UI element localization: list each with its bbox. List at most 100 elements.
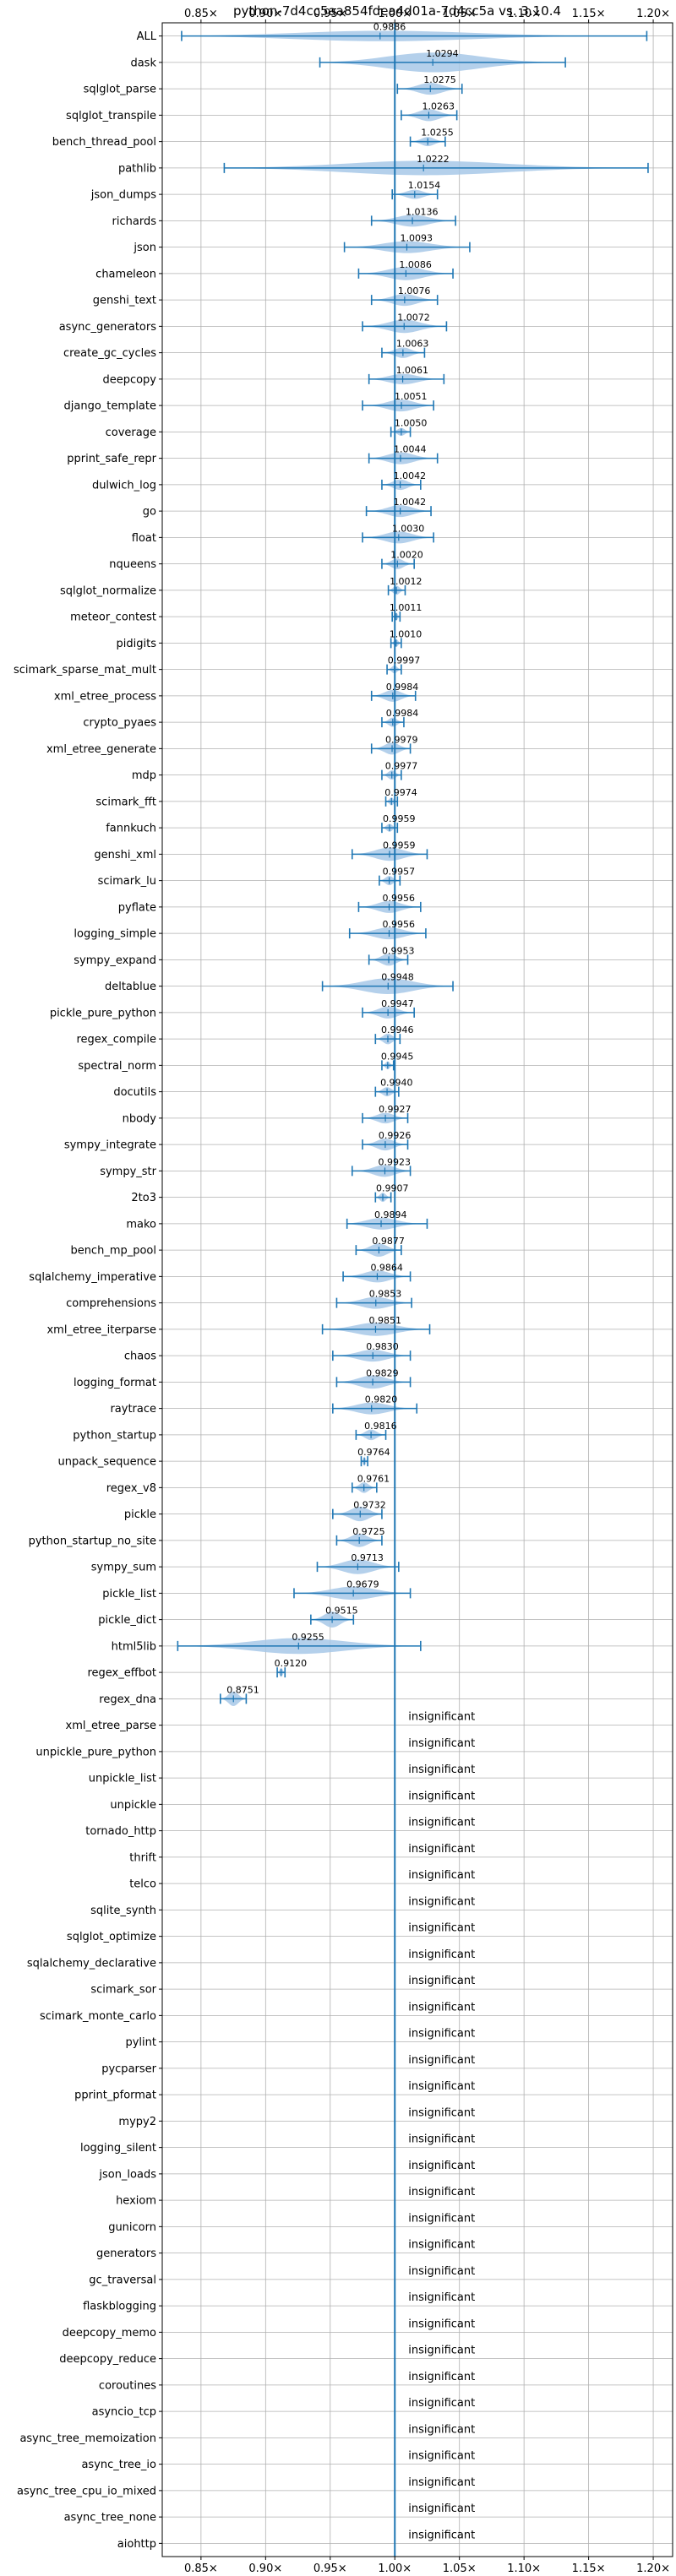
- value-label: 1.0010: [390, 628, 422, 639]
- value-label: 1.0154: [408, 180, 440, 191]
- y-tick-label: regex_compile: [76, 1034, 156, 1046]
- insignificant-label: insignificant: [408, 2265, 475, 2278]
- y-tick-label: sqlglot_transpile: [66, 110, 156, 122]
- whisker-layer: [177, 30, 649, 1704]
- x-tick-label-top: 1.00×: [378, 8, 412, 20]
- x-tick-label-bottom: 0.95×: [313, 2562, 347, 2575]
- insignificant-label: insignificant: [408, 2160, 475, 2172]
- x-tick-label-bottom: 1.05×: [443, 2562, 477, 2575]
- value-label: 0.9927: [379, 1104, 412, 1115]
- value-label: 0.9877: [372, 1236, 405, 1247]
- insignificant-label: insignificant: [408, 2212, 475, 2225]
- y-tick-label: pyflate: [118, 901, 156, 914]
- value-label: 0.9959: [383, 840, 416, 851]
- y-tick-label: scimark_sor: [90, 1984, 156, 1997]
- insignificant-label: insignificant: [408, 2080, 475, 2093]
- y-tick-label: ALL: [137, 30, 157, 43]
- y-tick-label: meteor_contest: [70, 611, 156, 624]
- y-tick-label: tornado_http: [85, 1825, 156, 1838]
- y-tick-label: float: [132, 532, 156, 545]
- value-label: 1.0275: [423, 74, 456, 85]
- y-tick-label: json_dumps: [90, 189, 156, 202]
- value-label: 0.9515: [325, 1606, 358, 1617]
- y-tick-label: richards: [112, 215, 157, 228]
- y-tick-label: sqlglot_parse: [84, 84, 156, 96]
- insignificant-label: insignificant: [408, 2529, 475, 2541]
- value-label: 0.9829: [366, 1367, 399, 1378]
- y-tick-label: deltablue: [105, 981, 156, 993]
- value-label: 0.9894: [374, 1209, 407, 1220]
- x-tick-label-bottom: 1.10×: [507, 2562, 541, 2575]
- value-label: 0.9907: [376, 1183, 409, 1194]
- y-tick-label: deepcopy: [102, 373, 156, 386]
- y-tick-label: sympy_sum: [91, 1562, 156, 1574]
- value-label: 0.9851: [368, 1315, 401, 1326]
- insignificant-label: insignificant: [408, 1737, 475, 1750]
- value-label: 1.0042: [394, 470, 427, 481]
- y-tick-label: unpickle_pure_python: [35, 1746, 156, 1758]
- x-tick-label-top: 1.05×: [443, 8, 477, 20]
- y-tick-label: thrift: [129, 1851, 156, 1864]
- y-tick-label: unpack_sequence: [57, 1456, 156, 1469]
- insignificant-label: insignificant: [408, 2054, 475, 2067]
- y-tick-label: crypto_pyaes: [83, 717, 156, 730]
- y-tick-label: sympy_integrate: [64, 1139, 156, 1152]
- value-label: 1.0020: [390, 550, 423, 561]
- y-tick-label: coroutines: [99, 2379, 156, 2392]
- y-tick-label: nqueens: [109, 558, 156, 571]
- x-tick-label-top: 0.85×: [184, 8, 218, 20]
- y-tick-label: create_gc_cycles: [63, 347, 156, 360]
- insignificant-label: insignificant: [408, 1975, 475, 1987]
- y-tick-label: sqlglot_optimize: [67, 1931, 156, 1943]
- value-label: 0.9713: [351, 1552, 384, 1563]
- y-tick-label: comprehensions: [66, 1297, 156, 1310]
- value-label: 0.9923: [378, 1156, 411, 1167]
- x-tick-label-bottom: 1.00×: [378, 2562, 412, 2575]
- y-tick-label: mako: [126, 1218, 156, 1231]
- y-tick-label: xml_etree_generate: [46, 743, 156, 756]
- value-label: 0.9853: [369, 1289, 402, 1300]
- y-tick-label: sqlalchemy_imperative: [29, 1271, 156, 1284]
- insignificant-label: insignificant: [408, 2291, 475, 2304]
- value-label: 0.9953: [382, 945, 415, 956]
- y-tick-label: 2to3: [131, 1192, 156, 1204]
- x-tick-label-top: 0.90×: [248, 8, 282, 20]
- value-label: 0.9864: [370, 1262, 403, 1273]
- y-tick-label: xml_etree_iterparse: [46, 1323, 156, 1336]
- y-tick-label: fannkuch: [106, 823, 156, 835]
- y-tick-label: flaskblogging: [83, 2301, 156, 2313]
- value-label: 0.9959: [383, 813, 416, 824]
- value-label: 0.9956: [383, 893, 416, 904]
- y-tick-label: deepcopy_reduce: [59, 2353, 156, 2366]
- value-label: 0.9764: [357, 1447, 390, 1458]
- y-tick-label: async_tree_none: [64, 2512, 156, 2524]
- y-tick-label: pathlib: [118, 162, 156, 175]
- y-tick-label: gunicorn: [108, 2221, 156, 2234]
- y-tick-label: pidigits: [117, 638, 157, 650]
- y-tick-label: pickle_pure_python: [50, 1007, 156, 1019]
- insignificant-label: insignificant: [408, 2450, 475, 2463]
- y-tick-label: logging_simple: [74, 928, 156, 941]
- y-tick-label: pylint: [125, 2036, 156, 2049]
- y-tick-label: django_template: [64, 400, 156, 413]
- value-label: 0.9947: [381, 998, 414, 1009]
- x-tick-label-bottom: 0.85×: [184, 2562, 218, 2575]
- x-tick-label-top: 1.10×: [507, 8, 541, 20]
- y-tick-label: sqlalchemy_declarative: [27, 1957, 156, 1970]
- value-label: 0.9974: [384, 787, 417, 798]
- value-label: 0.9956: [383, 919, 416, 930]
- value-label: 1.0061: [396, 365, 429, 376]
- x-tick-label-top: 1.20×: [636, 8, 670, 20]
- insignificant-label: insignificant: [408, 1922, 475, 1935]
- y-tick-label: pickle_list: [102, 1588, 156, 1600]
- axis-layer: 0.85× 0.85× 0.90× 0.90× 0.95× 0.95× 1.00× 1.00×…: [14, 8, 670, 2575]
- insignificant-label: insignificant: [408, 2371, 475, 2383]
- insignificant-label: insignificant: [408, 2028, 475, 2041]
- y-tick-label: raytrace: [110, 1403, 156, 1416]
- insignificant-label: insignificant: [408, 1895, 475, 1908]
- y-tick-label: json: [133, 242, 156, 254]
- value-label: 0.9984: [386, 708, 419, 719]
- value-label: 1.0076: [398, 285, 431, 296]
- value-label: 1.0063: [396, 339, 429, 350]
